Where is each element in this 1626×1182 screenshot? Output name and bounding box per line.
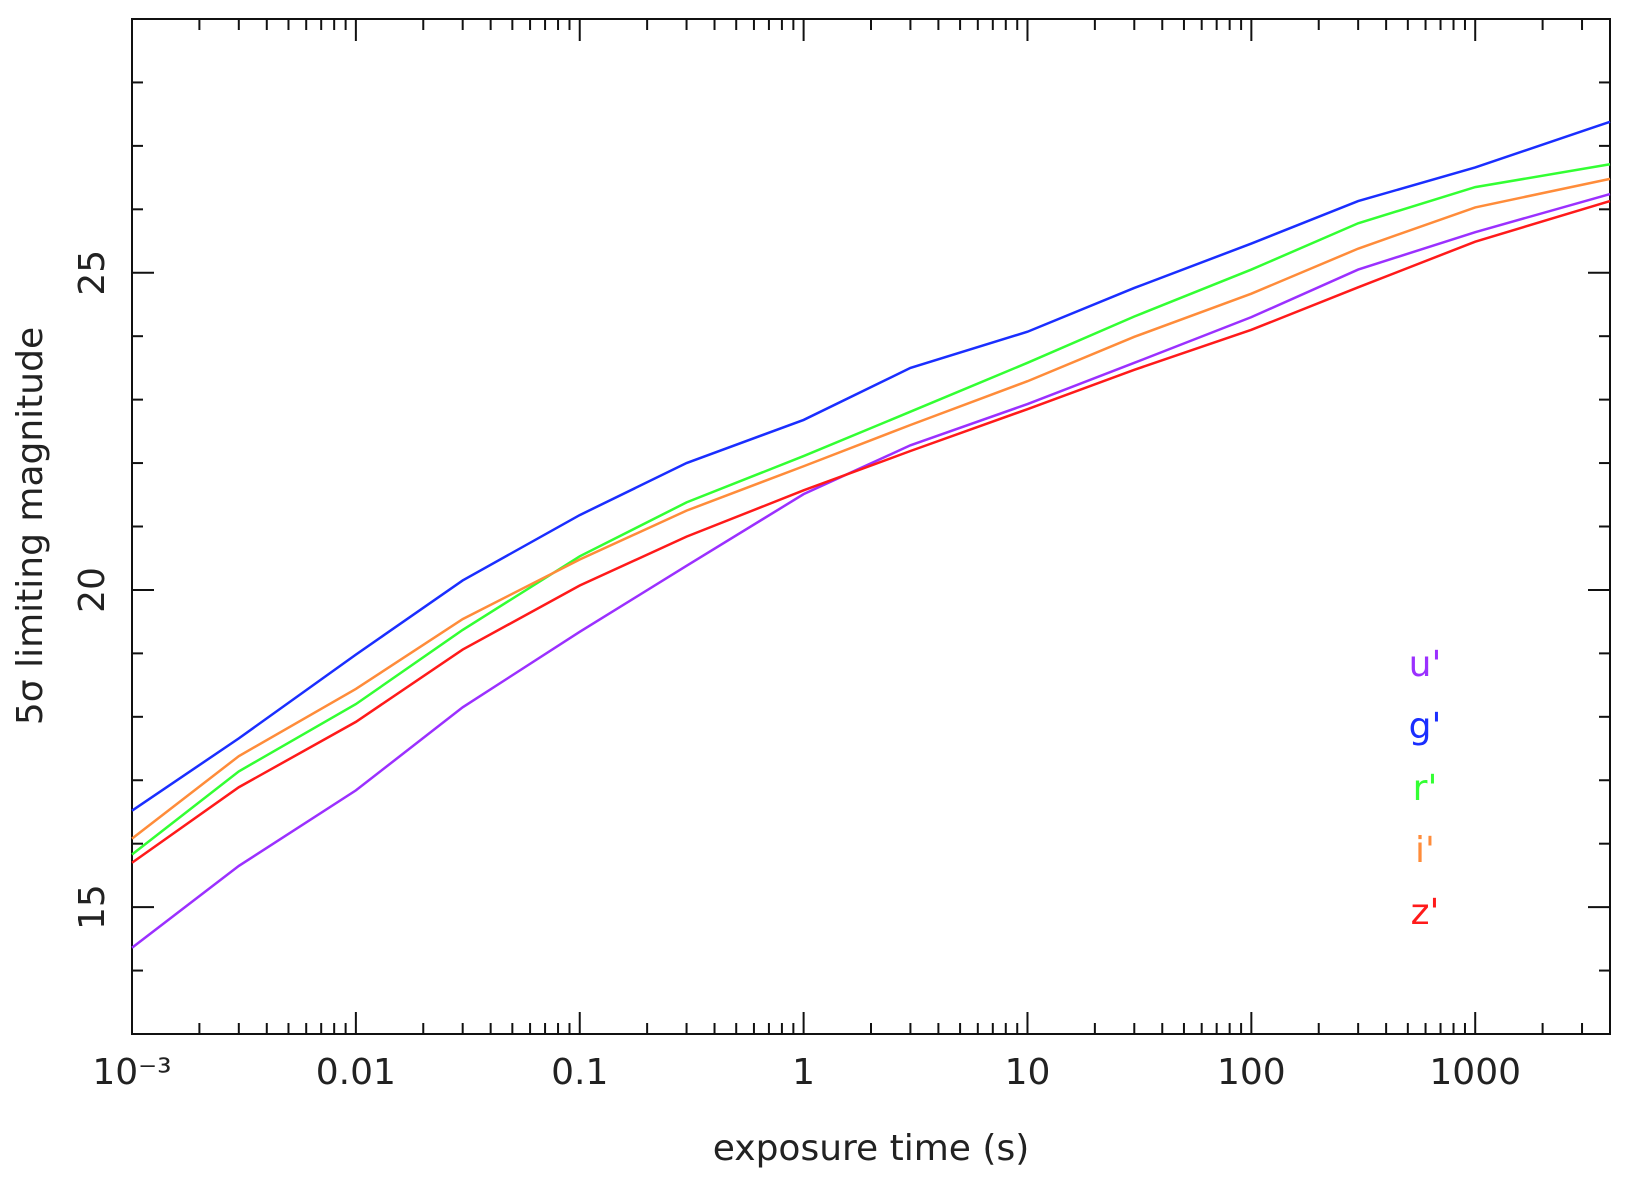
legend-label: r' [1413, 768, 1438, 809]
legend-label: g' [1409, 706, 1442, 747]
series-line [131, 120, 1611, 812]
x-tick-label: 0.1 [551, 1052, 608, 1093]
x-axis-label: exposure time (s) [713, 1128, 1030, 1169]
x-tick-label: 10⁻³ [92, 1052, 171, 1093]
x-tick-label: 0.01 [316, 1052, 396, 1093]
series-line [131, 177, 1611, 840]
series-line [131, 192, 1611, 949]
legend-label: u' [1409, 644, 1442, 685]
x-tick-label: 1000 [1429, 1052, 1521, 1093]
y-tick-label: 20 [72, 567, 113, 613]
series-line [131, 163, 1611, 856]
y-axis-label: 5σ limiting magnitude [10, 327, 51, 725]
y-tick-label: 25 [72, 250, 113, 296]
series-line [131, 199, 1611, 864]
y-tick-label: 15 [72, 884, 113, 930]
x-tick-label: 100 [1217, 1052, 1286, 1093]
x-tick-label: 10 [1005, 1052, 1051, 1093]
legend-label: z' [1411, 892, 1440, 933]
legend-label: i' [1415, 830, 1435, 871]
x-tick-label: 1 [792, 1052, 815, 1093]
plot-frame [131, 18, 1611, 1035]
